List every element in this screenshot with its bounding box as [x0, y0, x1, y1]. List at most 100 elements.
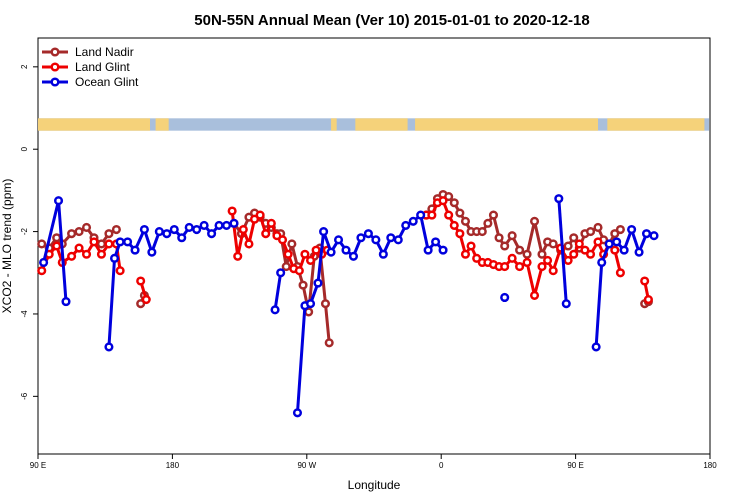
data-point	[298, 280, 308, 290]
data-point	[500, 241, 510, 251]
data-point	[615, 224, 625, 235]
x-tick-label: 180	[703, 461, 717, 470]
data-point	[96, 249, 107, 259]
data-point	[500, 262, 510, 272]
land-segment	[331, 118, 337, 131]
data-point	[283, 249, 293, 259]
data-point	[266, 218, 276, 228]
data-point	[341, 245, 351, 255]
land-segment	[355, 118, 408, 131]
data-point	[563, 241, 573, 251]
data-point	[192, 224, 202, 235]
data-point	[39, 257, 49, 268]
data-point	[255, 210, 265, 220]
x-tick-label: 180	[166, 461, 180, 470]
x-tick-label: 90 E	[567, 461, 583, 470]
land-segment	[155, 118, 169, 131]
data-point	[277, 235, 288, 245]
data-point	[319, 227, 329, 237]
data-point	[348, 251, 359, 261]
data-point	[123, 237, 133, 247]
data-point	[563, 255, 573, 265]
data-point	[184, 222, 194, 233]
data-point	[311, 245, 321, 255]
data-point	[363, 229, 373, 239]
data-point	[74, 243, 84, 253]
legend-swatch-marker	[50, 47, 60, 57]
data-point	[494, 233, 504, 243]
data-point	[537, 262, 547, 272]
data-point	[444, 192, 454, 202]
data-point	[177, 233, 187, 243]
data-point	[96, 239, 107, 249]
data-point	[199, 220, 209, 230]
data-point	[569, 249, 579, 259]
data-point	[561, 299, 571, 309]
y-tick-label: -4	[20, 310, 29, 318]
data-point	[488, 210, 499, 220]
data-point	[431, 237, 441, 247]
data-point	[416, 210, 426, 220]
data-point	[305, 299, 316, 309]
data-point	[612, 237, 622, 247]
data-point	[593, 237, 603, 247]
data-point	[37, 239, 47, 249]
data-point	[604, 239, 614, 249]
x-tick-label: 0	[439, 461, 444, 470]
legend-label: Land Glint	[75, 60, 130, 74]
series-line	[42, 200, 68, 302]
data-point	[522, 257, 532, 268]
data-point	[597, 257, 607, 268]
data-point	[115, 237, 125, 247]
data-point	[261, 229, 271, 239]
data-point	[371, 235, 381, 245]
data-point	[580, 245, 590, 255]
data-point	[287, 239, 297, 249]
data-point	[136, 276, 146, 286]
x-tick-label: 90 E	[30, 461, 46, 470]
data-point	[543, 255, 553, 265]
data-point	[214, 220, 224, 230]
data-point	[472, 253, 482, 263]
data-point	[67, 251, 77, 261]
data-point	[356, 233, 366, 243]
data-point	[320, 299, 331, 309]
data-point	[515, 245, 525, 255]
data-point	[229, 218, 239, 228]
data-point	[238, 224, 248, 235]
data-point	[81, 249, 92, 259]
data-point	[305, 255, 316, 265]
data-point	[141, 294, 151, 305]
data-point	[104, 239, 114, 249]
data-point	[460, 249, 471, 259]
data-point	[423, 245, 433, 255]
data-point	[408, 216, 418, 226]
data-point	[300, 249, 310, 259]
data-point	[455, 208, 465, 218]
data-point	[529, 216, 540, 226]
data-point	[610, 245, 620, 255]
data-point	[326, 247, 336, 257]
data-point	[52, 241, 62, 251]
data-point	[333, 235, 344, 245]
data-point	[111, 224, 121, 235]
y-axis-label: XCO2 - MLO trend (ppm)	[0, 179, 14, 314]
data-point	[53, 196, 64, 206]
data-point	[640, 276, 650, 286]
data-point	[169, 224, 179, 235]
data-point	[438, 196, 448, 206]
data-point	[477, 227, 487, 237]
data-point	[136, 299, 146, 309]
data-point	[104, 229, 114, 239]
land-segment	[607, 118, 705, 131]
data-point	[483, 218, 493, 228]
data-point	[455, 229, 465, 239]
data-point	[537, 249, 547, 259]
data-point	[585, 249, 596, 259]
legend-swatch-marker	[50, 77, 60, 87]
y-tick-label: 0	[20, 146, 29, 151]
data-point	[619, 245, 629, 255]
data-point	[386, 233, 396, 243]
series-layer	[37, 189, 659, 418]
